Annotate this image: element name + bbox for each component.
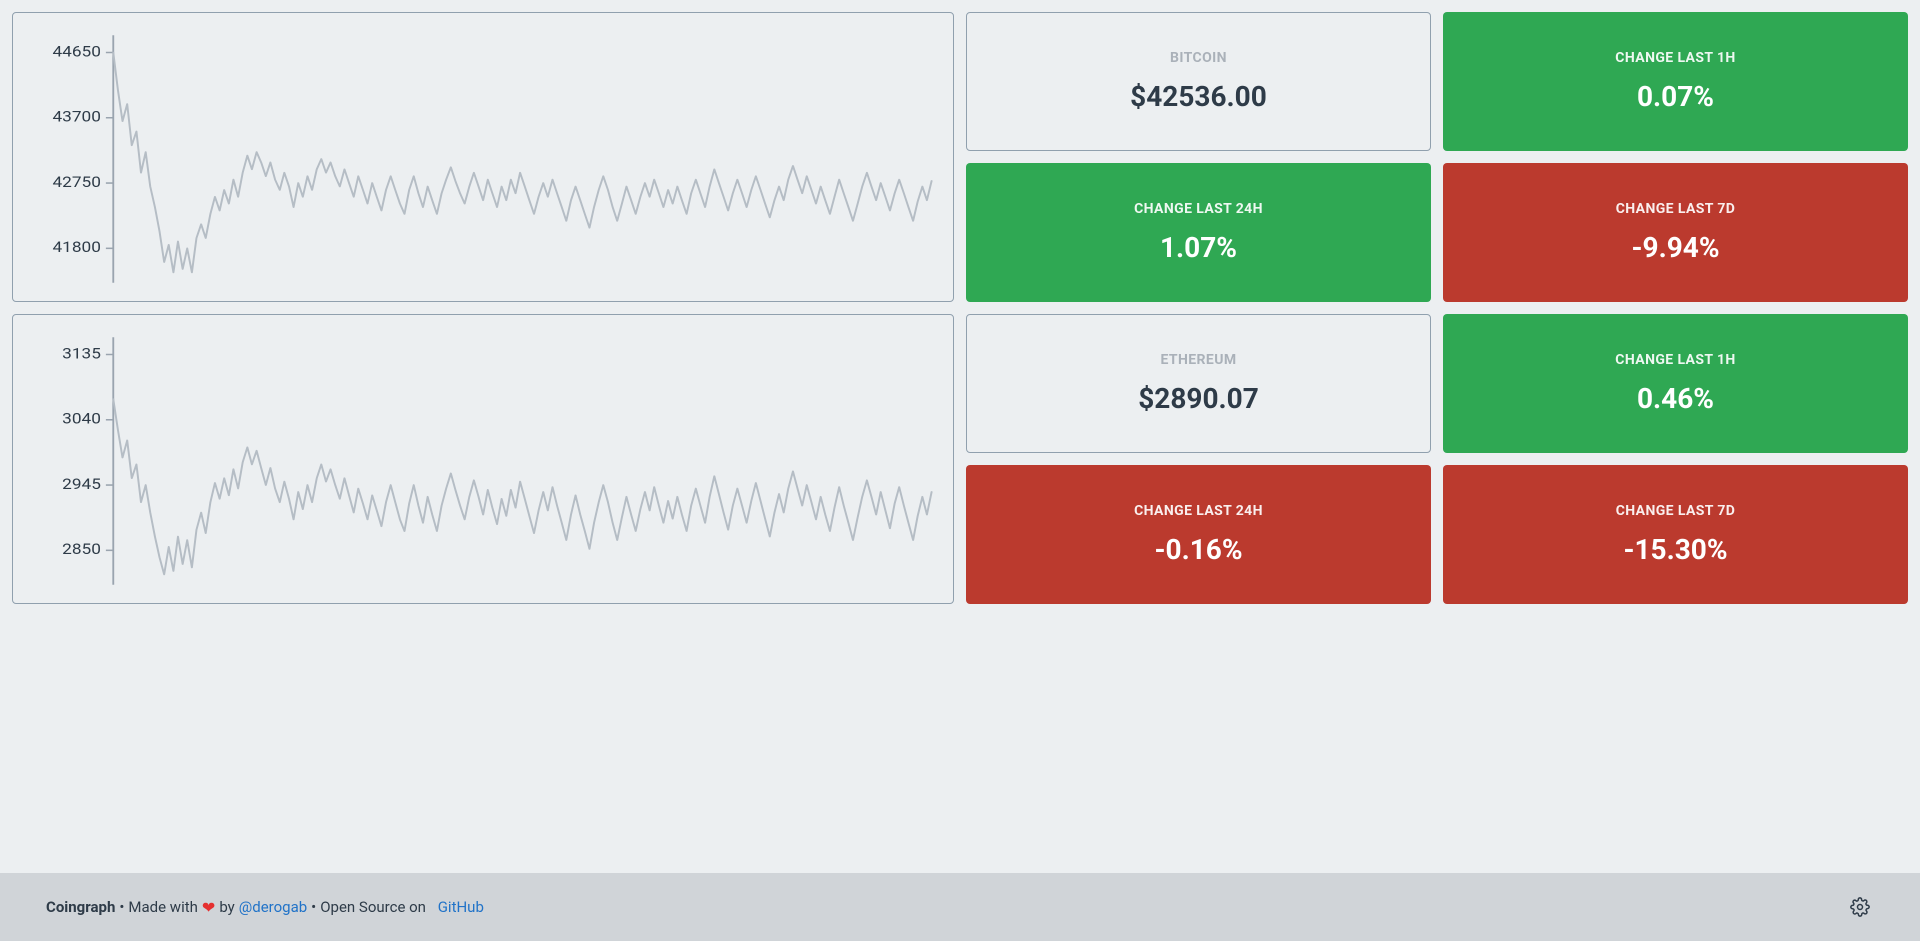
y-tick-label: 2850 xyxy=(62,541,101,558)
made-with-label: Made with xyxy=(128,898,197,916)
change-1h-ethereum-value: 0.46% xyxy=(1637,382,1714,415)
stat-grid-ethereum: ETHEREUM$2890.07CHANGE LAST 1H0.46%CHANG… xyxy=(966,314,1908,604)
coin-row-bitcoin: 41800 42750 43700 44650 BITCOIN $42536.00 CHAN… xyxy=(12,12,1908,302)
y-tick-label: 42750 xyxy=(53,173,102,190)
change-1h-bitcoin-value: 0.07% xyxy=(1637,80,1714,113)
change-24h-bitcoin: CHANGE LAST 24H 1.07% xyxy=(966,163,1431,302)
change-24h-bitcoin-label: CHANGE LAST 24H xyxy=(1134,201,1263,217)
change-7d-ethereum: CHANGE LAST 7D -15.30% xyxy=(1443,465,1908,604)
price-card-ethereum: ETHEREUM $2890.07 xyxy=(966,314,1431,453)
gear-icon xyxy=(1850,897,1870,917)
chart-series-line xyxy=(113,399,931,574)
heart-icon: ❤ xyxy=(202,898,215,917)
repo-link[interactable]: GitHub xyxy=(438,898,484,916)
change-24h-bitcoin-value: 1.07% xyxy=(1160,231,1237,264)
separator: • xyxy=(311,898,316,916)
price-card-ethereum-value: $2890.07 xyxy=(1138,382,1259,415)
coin-row-ethereum: 2850 2945 3040 3135 ETHEREUM $2890.07 CHANGE L… xyxy=(12,314,1908,604)
y-tick-label: 3135 xyxy=(62,345,101,362)
chart-series-line xyxy=(113,53,931,273)
y-tick-label: 41800 xyxy=(53,239,102,256)
y-tick-label: 2945 xyxy=(62,475,101,492)
change-7d-ethereum-value: -15.30% xyxy=(1623,533,1727,566)
change-7d-ethereum-label: CHANGE LAST 7D xyxy=(1616,503,1736,519)
settings-button[interactable] xyxy=(1846,893,1874,921)
change-1h-bitcoin-label: CHANGE LAST 1H xyxy=(1615,50,1735,66)
price-card-bitcoin-label: BITCOIN xyxy=(1170,50,1227,66)
footer: Coingraph • Made with ❤ by @derogab • Op… xyxy=(0,873,1920,941)
change-24h-ethereum: CHANGE LAST 24H -0.16% xyxy=(966,465,1431,604)
y-tick-label: 44650 xyxy=(53,43,102,60)
price-chart-bitcoin: 41800 42750 43700 44650 xyxy=(12,12,954,302)
footer-text: Coingraph • Made with ❤ by @derogab • Op… xyxy=(46,898,484,917)
price-card-ethereum-label: ETHEREUM xyxy=(1161,352,1237,368)
change-1h-ethereum: CHANGE LAST 1H 0.46% xyxy=(1443,314,1908,453)
change-7d-bitcoin-label: CHANGE LAST 7D xyxy=(1616,201,1736,217)
change-24h-ethereum-value: -0.16% xyxy=(1154,533,1242,566)
stat-grid-bitcoin: BITCOIN$42536.00CHANGE LAST 1H0.07%CHANG… xyxy=(966,12,1908,302)
y-tick-label: 3040 xyxy=(62,410,101,427)
price-card-bitcoin: BITCOIN $42536.00 xyxy=(966,12,1431,151)
dashboard: 41800 42750 43700 44650 BITCOIN $42536.00 CHAN… xyxy=(0,0,1920,873)
price-card-bitcoin-value: $42536.00 xyxy=(1130,80,1267,113)
by-label: by xyxy=(219,898,234,916)
author-link[interactable]: @derogab xyxy=(239,898,307,916)
separator: • xyxy=(119,898,124,916)
brand-name: Coingraph xyxy=(46,898,115,916)
change-1h-ethereum-label: CHANGE LAST 1H xyxy=(1615,352,1735,368)
change-7d-bitcoin-value: -9.94% xyxy=(1631,231,1719,264)
price-chart-ethereum: 2850 2945 3040 3135 xyxy=(12,314,954,604)
open-source-label: Open Source on xyxy=(320,898,426,916)
change-1h-bitcoin: CHANGE LAST 1H 0.07% xyxy=(1443,12,1908,151)
change-24h-ethereum-label: CHANGE LAST 24H xyxy=(1134,503,1263,519)
change-7d-bitcoin: CHANGE LAST 7D -9.94% xyxy=(1443,163,1908,302)
y-tick-label: 43700 xyxy=(53,108,102,125)
